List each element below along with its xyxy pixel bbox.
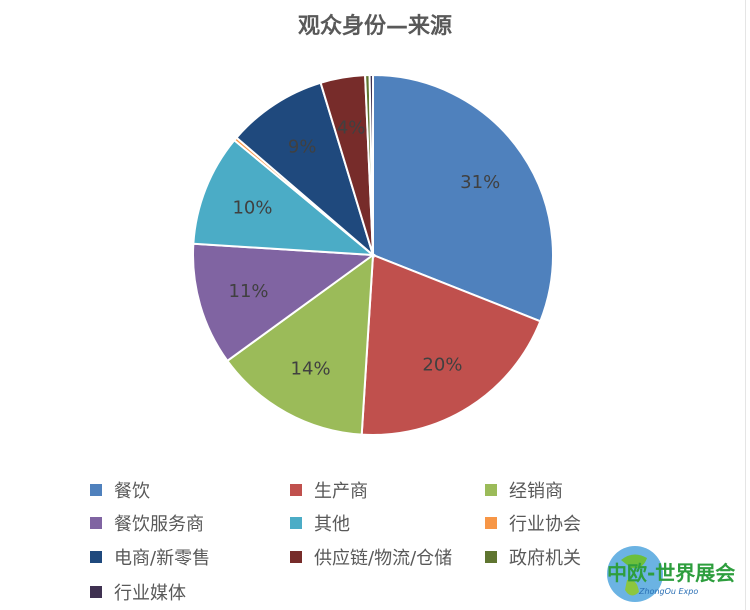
legend-swatch: [290, 551, 302, 563]
legend-swatch: [90, 586, 102, 598]
legend-item: 政府机关: [485, 544, 581, 570]
legend-swatch: [485, 517, 497, 529]
legend-label: 行业媒体: [114, 583, 186, 604]
data-label: 9%: [288, 136, 317, 157]
pie-slice-6: [235, 81, 375, 259]
legend-label: 餐饮: [114, 481, 150, 502]
svg-text:ZhongOu Expo: ZhongOu Expo: [638, 587, 698, 596]
zhongou-expo-logo: 中欧-世界展会 ZhongOu Expo: [607, 546, 735, 602]
data-label: 20%: [422, 354, 462, 375]
legend-swatch: [485, 484, 497, 496]
legend-swatch: [290, 484, 302, 496]
pie-slice-4: [192, 138, 377, 257]
legend-swatch: [290, 517, 302, 529]
legend-label: 行业协会: [509, 514, 581, 535]
legend-item: 电商/新零售: [90, 544, 210, 570]
legend-label: 经销商: [509, 481, 563, 502]
divider: [745, 0, 746, 610]
legend-item: 行业媒体: [90, 579, 186, 605]
legend-item: 餐饮: [90, 477, 150, 503]
chart-title: 观众身份—来源: [297, 14, 452, 39]
legend-swatch: [90, 517, 102, 529]
legend-label: 电商/新零售: [114, 548, 211, 569]
legend-swatch: [90, 484, 102, 496]
legend-item: 供应链/物流/仓储: [290, 544, 452, 570]
legend-label: 供应链/物流/仓储: [314, 548, 453, 569]
svg-text:中欧-世界展会: 中欧-世界展会: [607, 561, 735, 585]
legend-label: 其他: [314, 514, 350, 535]
pie-slice-2: [225, 252, 375, 436]
data-label: 11%: [229, 281, 269, 302]
legend-label: 生产商: [314, 481, 368, 502]
legend-item: 餐饮服务商: [90, 510, 204, 536]
legend-swatch: [90, 551, 102, 563]
data-label: 31%: [460, 172, 500, 193]
legend-label: 政府机关: [509, 548, 581, 569]
legend-swatch: [485, 551, 497, 563]
pie-slice-0: [372, 73, 554, 323]
legend-item: 其他: [290, 510, 350, 536]
data-label: 4%: [337, 117, 366, 138]
data-label: 14%: [291, 359, 331, 380]
pie-slice-1: [360, 253, 542, 436]
legend-item: 经销商: [485, 477, 563, 503]
data-label: 10%: [232, 197, 272, 218]
legend-label: 餐饮服务商: [114, 514, 204, 535]
pie-slice-3: [192, 242, 376, 363]
legend-item: 生产商: [290, 477, 368, 503]
pie-chart: 31% 20% 14% 11% 10% 9% 4%: [192, 73, 554, 436]
legend-item: 行业协会: [485, 510, 581, 536]
pie-slice-9: [368, 73, 374, 256]
